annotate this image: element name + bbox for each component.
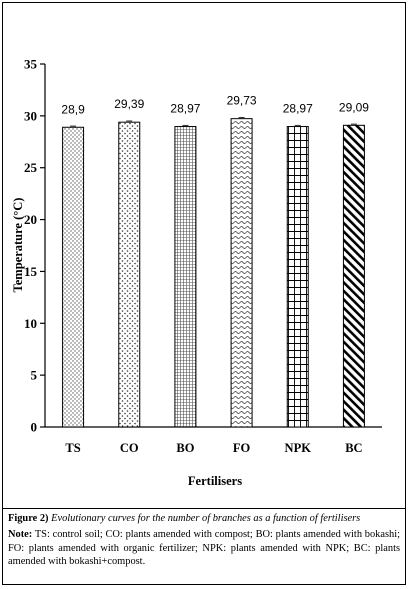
y-tick-label: 5 <box>31 368 38 383</box>
bar-bc <box>342 124 365 428</box>
bars: 28,9 29,39 28,97 29,73 28,97 29,09 <box>61 94 369 428</box>
x-ticks: TS CO BO FO NPK BC <box>65 441 362 455</box>
y-axis-label: Temperature (°C) <box>11 198 25 293</box>
y-tick-label: 30 <box>24 108 37 123</box>
y-tick-label: 20 <box>24 212 37 227</box>
x-axis-label: Fertilisers <box>188 474 242 488</box>
figure-text: Evolutionary curves for the number of br… <box>51 513 361 524</box>
axes <box>44 64 382 428</box>
y-tick-label: 15 <box>24 264 38 279</box>
figure-title: Figure 2) Evolutionary curves for the nu… <box>8 512 400 525</box>
y-tick-label: 35 <box>24 57 38 72</box>
data-label: 28,97 <box>170 102 200 116</box>
y-tick-label: 0 <box>31 420 38 435</box>
data-label: 29,09 <box>339 100 369 114</box>
bar-fo <box>230 118 253 428</box>
x-tick-label: FO <box>233 441 251 455</box>
x-tick-label: BC <box>345 441 362 455</box>
y-ticks: 0 5 10 15 20 25 30 35 <box>24 57 45 435</box>
bar-ts <box>62 126 85 428</box>
x-tick-label: NPK <box>285 441 312 455</box>
note-label: Note: <box>8 529 33 541</box>
note-text: TS: control soil; CO: plants amended wit… <box>8 529 400 568</box>
caption-divider <box>2 508 406 509</box>
figure-label: Figure 2) <box>8 513 49 524</box>
y-tick-label: 10 <box>24 316 37 331</box>
figure-caption: Figure 2) Evolutionary curves for the nu… <box>8 512 400 569</box>
data-label: 29,73 <box>227 94 257 108</box>
x-tick-label: CO <box>120 441 139 455</box>
y-tick-label: 25 <box>24 160 38 175</box>
x-tick-label: TS <box>65 441 80 455</box>
data-label: 28,97 <box>283 102 313 116</box>
bar-co <box>118 121 141 428</box>
figure-note: Note: TS: control soil; CO: plants amend… <box>8 528 400 568</box>
x-tick-label: BO <box>176 441 194 455</box>
data-label: 28,9 <box>61 102 85 116</box>
bar-bo <box>174 126 197 428</box>
bar-npk <box>286 126 309 428</box>
data-label: 29,39 <box>114 97 144 111</box>
